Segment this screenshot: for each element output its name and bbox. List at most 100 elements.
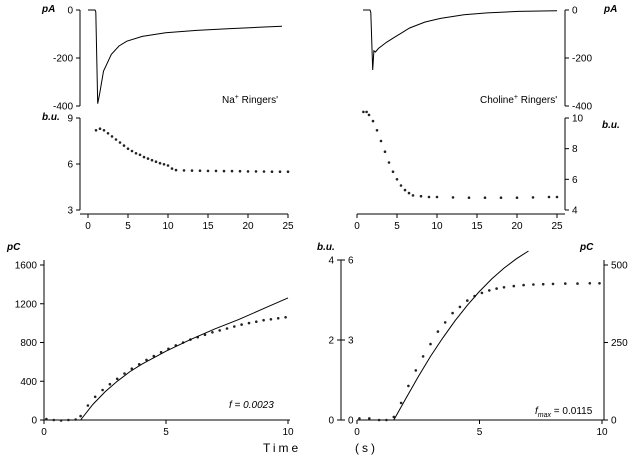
y-unit-label: pA xyxy=(41,4,55,15)
data-point xyxy=(130,149,134,153)
data-point xyxy=(414,369,418,372)
data-point xyxy=(383,150,387,153)
y-unit-label: b.u. xyxy=(602,120,620,131)
data-point xyxy=(246,170,250,173)
scale-tick-label-right: 0 xyxy=(348,416,354,427)
data-point xyxy=(108,382,112,386)
condition-tail: Ringers' xyxy=(239,95,278,106)
data-point xyxy=(284,316,287,319)
data-point xyxy=(395,178,399,181)
data-point xyxy=(547,195,551,199)
data-point xyxy=(499,196,503,199)
data-point xyxy=(555,195,559,199)
data-point xyxy=(106,132,110,135)
data-point xyxy=(182,169,186,172)
data-point xyxy=(86,404,90,407)
scale-tick-label-right: 6 xyxy=(348,256,354,267)
data-point xyxy=(358,417,361,420)
condition-sup: + xyxy=(235,94,239,101)
data-point xyxy=(541,282,545,286)
scale-tick-label-left: 2 xyxy=(328,336,334,347)
x-tick-label: 10 xyxy=(596,427,608,438)
panel-current-choline: 0 -200 -400 pA Choline+ Ringers' xyxy=(363,4,617,113)
data-point xyxy=(74,418,77,421)
data-point xyxy=(436,330,440,333)
data-point xyxy=(365,110,368,114)
data-point xyxy=(134,152,138,155)
data-point xyxy=(488,289,491,292)
condition-tail: Ringers' xyxy=(518,95,557,106)
y-tick-label: 0 xyxy=(611,416,617,427)
y-tick-label: 800 xyxy=(20,338,37,349)
data-point xyxy=(230,169,234,173)
data-point xyxy=(399,184,403,187)
y-tick-label: 6 xyxy=(67,160,73,171)
data-point xyxy=(466,299,469,302)
data-point xyxy=(269,318,273,321)
data-point xyxy=(531,196,535,199)
data-point xyxy=(146,157,150,160)
data-point xyxy=(262,318,265,322)
data-point xyxy=(467,196,471,199)
x-tick-label: 0 xyxy=(354,427,360,438)
panel-charge-na: 0 400 800 1200 1600 0 5 10 pC f = 0.0023 xyxy=(6,242,294,438)
data-point xyxy=(198,169,202,172)
data-point xyxy=(564,282,567,285)
data-point xyxy=(588,282,592,285)
y-tick-label: 4 xyxy=(572,206,578,217)
x-tick-label: 0 xyxy=(85,221,91,232)
data-point xyxy=(110,135,114,138)
data-point xyxy=(421,355,425,358)
x-ticks: 0 5 10 xyxy=(41,420,294,438)
data-point xyxy=(483,196,487,199)
data-point xyxy=(262,170,266,173)
data-point xyxy=(142,155,146,159)
y-tick-label: 10 xyxy=(572,114,584,125)
y-tick-label: -400 xyxy=(572,102,592,113)
x-tick-label: 20 xyxy=(242,221,254,232)
y-unit-label: pA xyxy=(603,4,617,15)
data-point xyxy=(114,138,118,141)
data-point xyxy=(392,415,396,419)
x-ticks: 0 5 10 xyxy=(354,420,608,438)
y-unit-label: pC xyxy=(6,242,21,253)
data-point xyxy=(225,327,229,330)
y-tick-label: -200 xyxy=(572,54,592,65)
scale-tick-label-left: 4 xyxy=(328,256,334,267)
data-point xyxy=(451,196,455,199)
x-tick-label: 0 xyxy=(41,427,47,438)
x-tick-label: 5 xyxy=(163,427,169,438)
data-point xyxy=(443,321,447,324)
x-tick-label: 10 xyxy=(431,221,443,232)
data-point xyxy=(122,144,126,147)
y-tick-label: 0 xyxy=(31,416,37,427)
x-axis-title-unit: (s) xyxy=(355,441,378,455)
condition-sup: + xyxy=(514,94,518,101)
data-point xyxy=(79,414,82,418)
data-point xyxy=(211,331,214,334)
panel-fluor-choline: 4 6 8 10 0 5 10 15 20 25 b.u. xyxy=(354,110,620,232)
panel-current-na: 0 -200 -400 pA Na+ Ringers' xyxy=(41,4,283,113)
data-point xyxy=(123,372,126,375)
data-point xyxy=(152,354,156,358)
x-tick-label: 15 xyxy=(202,221,214,232)
data-point xyxy=(145,358,148,362)
fit-param-symbol: f xyxy=(535,406,539,417)
y-ticks: 0 -200 -400 xyxy=(565,6,592,113)
y-tick-label: 0 xyxy=(572,6,578,17)
data-point xyxy=(218,329,221,332)
data-point xyxy=(102,129,106,132)
data-point xyxy=(158,161,162,165)
data-point xyxy=(270,170,274,173)
data-point xyxy=(411,194,415,197)
scale-tick-label-right: 3 xyxy=(348,336,354,347)
data-point xyxy=(598,282,601,285)
y-tick-label: 500 xyxy=(611,261,628,272)
data-points xyxy=(362,110,559,199)
data-point xyxy=(512,284,516,288)
current-trace xyxy=(88,9,283,104)
data-point xyxy=(101,388,104,392)
data-point xyxy=(522,283,525,287)
data-point xyxy=(94,129,98,132)
data-point xyxy=(576,282,579,285)
